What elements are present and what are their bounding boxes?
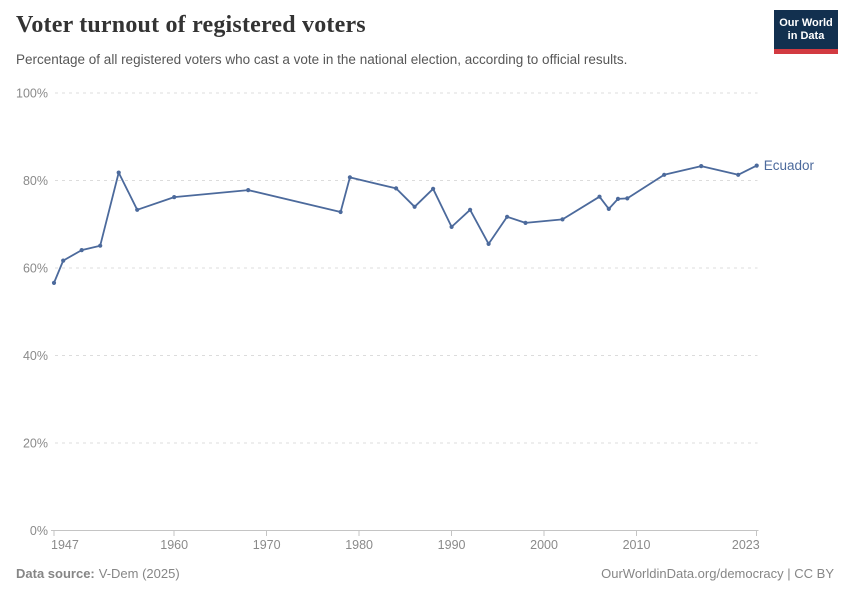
page-title: Voter turnout of registered voters [16, 12, 366, 38]
x-axis-label: 2010 [623, 538, 651, 552]
data-point [116, 170, 121, 175]
logo-red-stripe [774, 49, 838, 54]
series-line [53, 164, 758, 284]
data-source: Data source: V-Dem (2025) [16, 566, 180, 581]
data-point [560, 217, 565, 222]
data-point [172, 195, 177, 200]
data-point [246, 188, 251, 193]
data-point [431, 186, 436, 191]
data-source-label: Data source: [16, 566, 95, 581]
owid-logo[interactable]: Our World in Data [774, 10, 838, 54]
data-point [338, 209, 343, 215]
data-point [51, 280, 57, 285]
data-point [615, 196, 621, 201]
logo-line-2: in Data [787, 30, 825, 42]
y-axis-label: 100% [16, 86, 48, 100]
x-axis-label: 1960 [160, 538, 188, 552]
turnout-line-chart: 0% 20% 40% 60% 80% 100% 1947 1960 1970 1980 1990 20… [16, 86, 815, 552]
data-point [61, 258, 66, 263]
x-axis-label: 1947 [51, 538, 79, 552]
data-point [486, 241, 491, 246]
data-point [468, 207, 473, 212]
owid-logo-text: Our World in Data [774, 17, 838, 43]
data-point [736, 172, 741, 177]
x-axis-label: 2023 [732, 538, 760, 552]
data-point [523, 220, 528, 225]
data-point [394, 186, 399, 191]
y-axis-label: 60% [23, 261, 48, 275]
logo-line-1: Our World [779, 17, 833, 29]
y-axis-label: 40% [23, 349, 48, 363]
data-point [754, 163, 759, 168]
x-axis-label: 2000 [530, 538, 558, 552]
y-axis-label: 20% [23, 436, 48, 450]
data-source-value: V-Dem (2025) [98, 566, 180, 581]
x-axis-label: 1980 [345, 538, 373, 552]
data-point [79, 248, 84, 253]
data-point [625, 196, 630, 201]
y-axis-label: 80% [23, 174, 48, 188]
chart-footer: Data source: V-Dem (2025) OurWorldinData.… [16, 566, 834, 581]
data-point [412, 204, 417, 209]
data-point [135, 207, 140, 212]
data-point [699, 164, 704, 169]
data-point [98, 243, 103, 248]
footer-citation-link[interactable]: OurWorldinData.org/democracy | CC BY [601, 566, 834, 581]
data-point [505, 214, 510, 219]
x-axis-label: 1970 [253, 538, 281, 552]
x-axis-label: 1990 [438, 538, 466, 552]
data-point [449, 224, 454, 229]
data-point [347, 175, 352, 180]
data-point [606, 206, 611, 211]
data-point [597, 194, 602, 199]
chart-subtitle: Percentage of all registered voters who … [16, 52, 628, 67]
data-point [662, 172, 667, 177]
y-axis-label: 0% [30, 524, 48, 538]
series-end-label: Ecuador [764, 158, 815, 173]
